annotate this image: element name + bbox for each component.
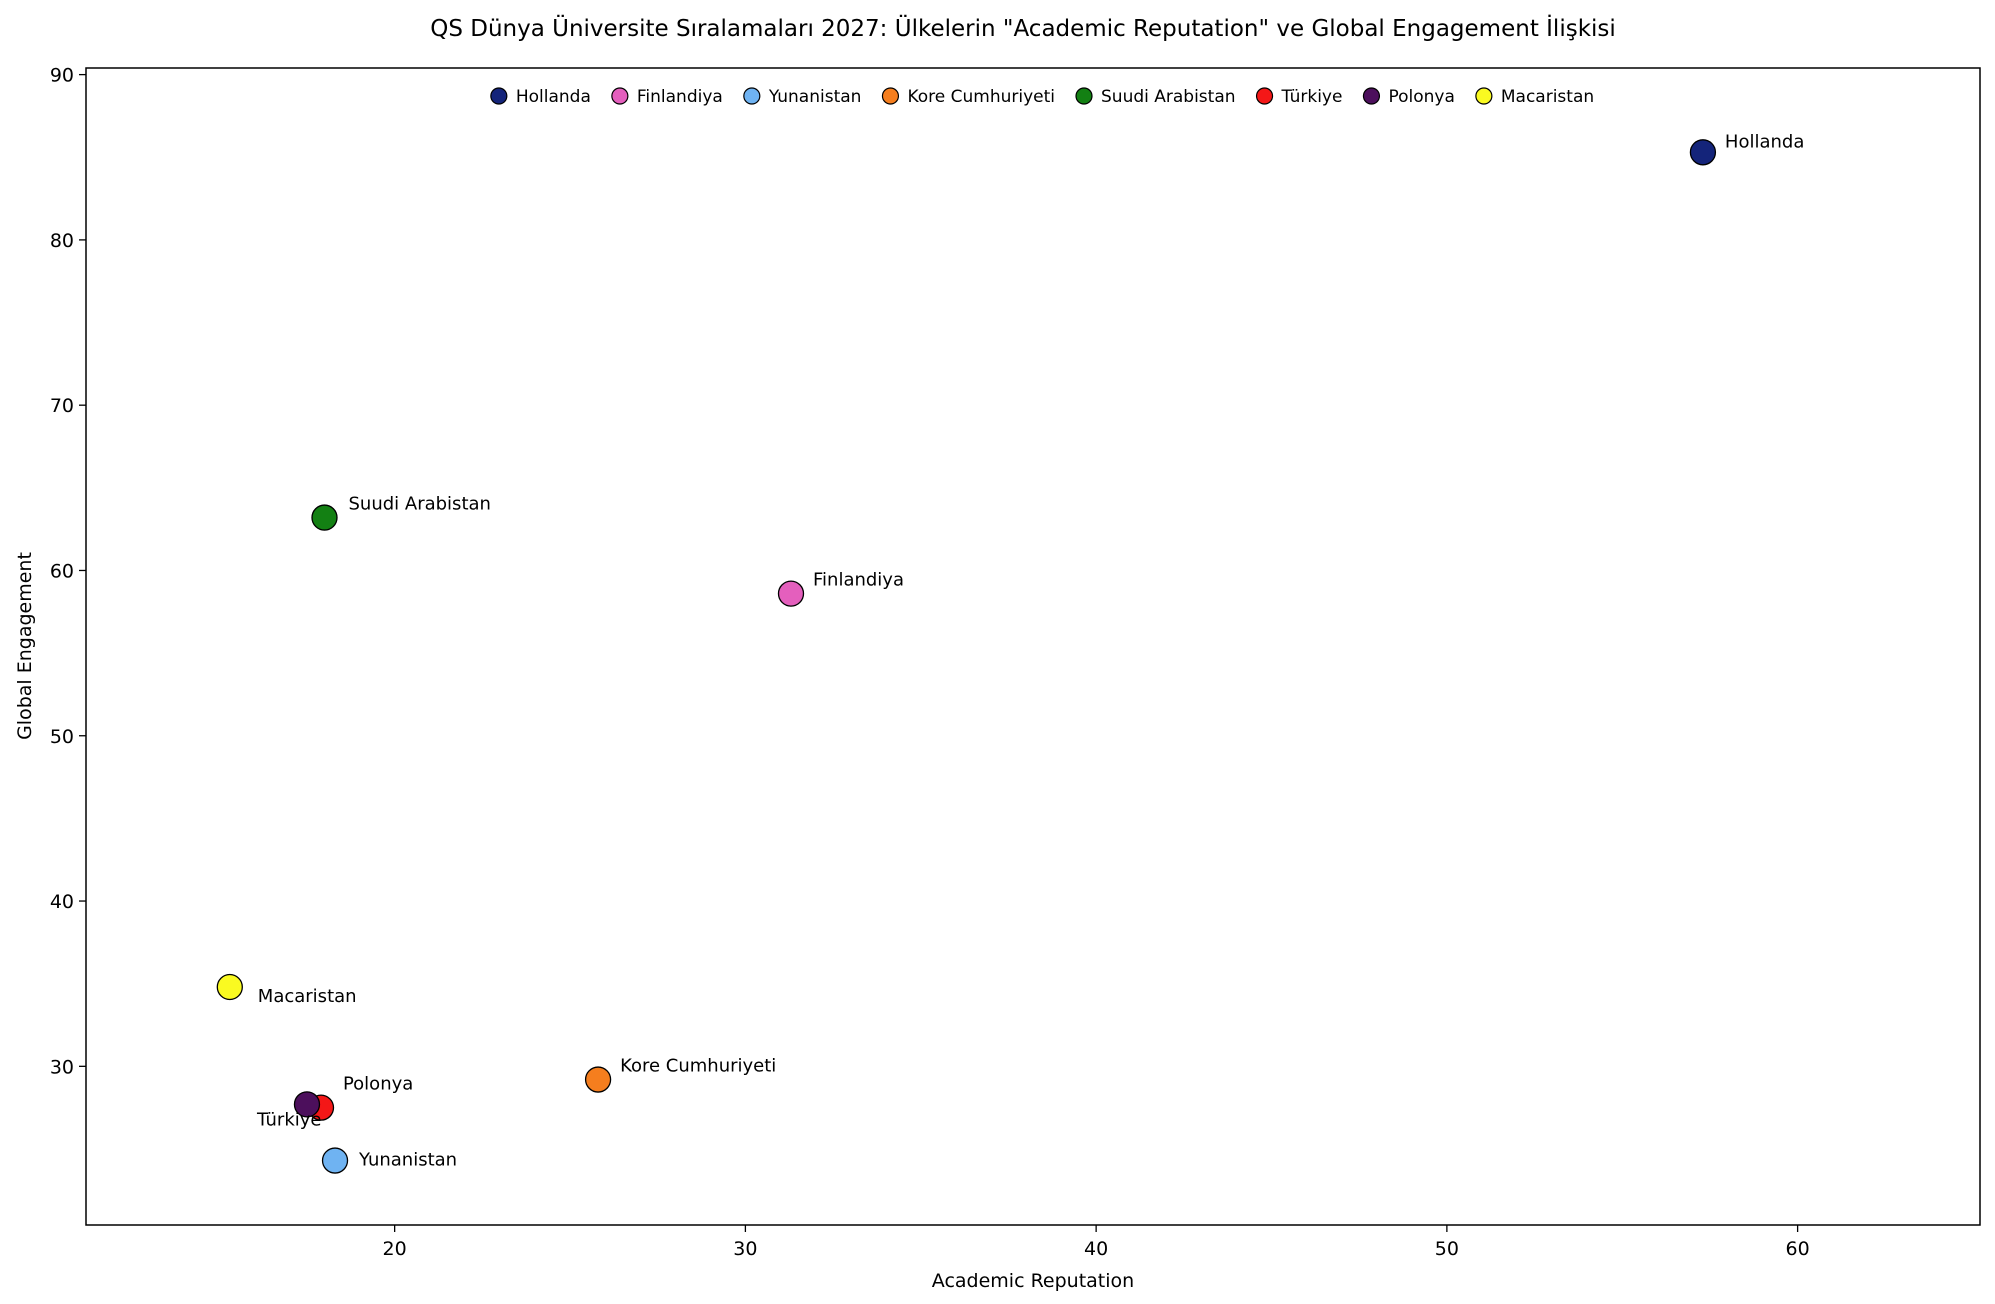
legend-marker bbox=[1075, 87, 1093, 105]
legend-marker bbox=[1362, 87, 1381, 105]
data-point bbox=[1689, 139, 1717, 166]
x-tick-label: 30 bbox=[733, 1238, 757, 1260]
y-tick-label: 40 bbox=[50, 891, 74, 913]
data-point-label: Macaristan bbox=[258, 986, 357, 1007]
data-point bbox=[777, 580, 805, 607]
data-point-label: Türkiye bbox=[256, 1110, 322, 1131]
legend: Hollanda Finlandiya Yunanistan Kore Cumhuri… bbox=[490, 87, 1594, 107]
legend-label: Hollanda bbox=[516, 87, 591, 107]
x-tick-label: 40 bbox=[1084, 1238, 1108, 1260]
x-tick-label: 20 bbox=[383, 1238, 407, 1260]
x-axis-ticks: 20 30 40 50 60 bbox=[383, 1225, 1810, 1260]
data-point-label: Polonya bbox=[343, 1073, 413, 1094]
data-point bbox=[321, 1147, 349, 1174]
data-point-label: Yunanistan bbox=[358, 1150, 457, 1171]
chart-title: QS Dünya Üniversite Sıralamaları 2027: Ü… bbox=[430, 14, 1616, 42]
y-axis-ticks: 30 40 50 60 70 80 90 bbox=[50, 65, 86, 1078]
data-point-label: Kore Cumhuriyeti bbox=[620, 1056, 776, 1077]
legend-label: Kore Cumhuriyeti bbox=[907, 87, 1055, 107]
data-point-label: Finlandiya bbox=[813, 570, 904, 591]
legend-label: Macaristan bbox=[1501, 87, 1594, 107]
data-point-labels: Hollanda Finlandiya Yunanistan Kore Cumhuri… bbox=[256, 131, 1804, 1170]
legend-label: Yunanistan bbox=[768, 87, 862, 107]
legend-marker bbox=[490, 87, 508, 105]
y-tick-label: 60 bbox=[50, 560, 74, 582]
data-point bbox=[216, 973, 243, 1001]
plot-area-frame bbox=[85, 67, 1981, 1226]
legend-marker bbox=[611, 87, 629, 105]
x-axis-label: Academic Reputation bbox=[932, 1270, 1134, 1292]
y-tick-label: 90 bbox=[50, 65, 74, 87]
legend-marker bbox=[743, 87, 761, 105]
y-tick-label: 80 bbox=[50, 230, 74, 252]
legend-label: Suudi Arabistan bbox=[1101, 87, 1236, 107]
y-tick-label: 50 bbox=[50, 726, 74, 748]
y-tick-label: 30 bbox=[50, 1056, 74, 1078]
data-point-label: Suudi Arabistan bbox=[349, 494, 491, 515]
x-tick-label: 60 bbox=[1786, 1238, 1810, 1260]
legend-marker bbox=[1475, 87, 1493, 105]
x-tick-label: 50 bbox=[1435, 1238, 1459, 1260]
legend-label: Polonya bbox=[1388, 87, 1454, 107]
data-point bbox=[584, 1066, 612, 1093]
data-point bbox=[293, 1091, 321, 1118]
legend-marker bbox=[881, 87, 900, 105]
data-point bbox=[311, 504, 338, 531]
legend-label: Türkiye bbox=[1281, 87, 1343, 107]
y-tick-label: 70 bbox=[50, 395, 74, 417]
legend-marker bbox=[1255, 87, 1274, 105]
data-points bbox=[216, 139, 1717, 1174]
y-axis-label: Global Engagement bbox=[14, 552, 36, 740]
data-point-label: Hollanda bbox=[1725, 131, 1804, 152]
legend-label: Finlandiya bbox=[637, 87, 723, 107]
